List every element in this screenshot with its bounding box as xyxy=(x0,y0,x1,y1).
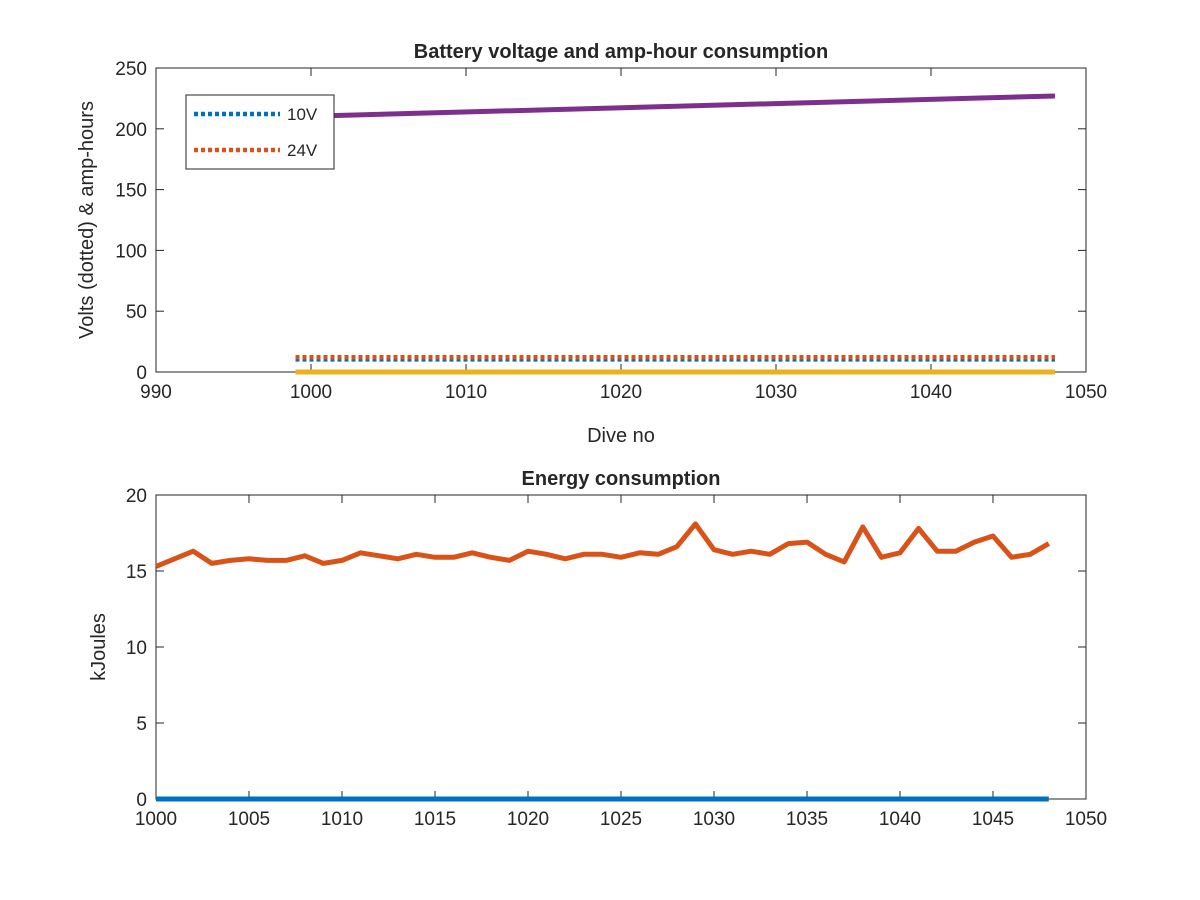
battery-voltage-chart: 990 1000 1010 1020 1030 1040 1050 0 50 100 150 200 2… xyxy=(76,41,1107,447)
x-tick-label: 1050 xyxy=(1065,809,1107,830)
y-tick-label: 5 xyxy=(136,714,147,735)
legend: 10V 24V xyxy=(185,94,335,170)
x-tick-label: 1045 xyxy=(972,809,1014,830)
series-line-3 xyxy=(295,93,1056,120)
y-tick-label: 15 xyxy=(126,562,147,583)
x-tick-label: 1020 xyxy=(507,809,549,830)
y-axis-label: Volts (dotted) & amp-hours xyxy=(76,101,98,339)
energy-consumption-chart: 1000 1005 1010 1015 1020 1025 1030 1035 1040 1045… xyxy=(88,468,1107,830)
x-tick-label: 1050 xyxy=(1065,382,1107,403)
legend-box xyxy=(185,94,335,170)
x-tick-label: 1025 xyxy=(600,809,642,830)
x-tick-label: 990 xyxy=(140,382,172,403)
x-tick-label: 1010 xyxy=(321,809,363,830)
x-tick-label: 1030 xyxy=(693,809,735,830)
y-tick-label: 0 xyxy=(136,363,147,384)
y-tick-label: 20 xyxy=(126,486,147,507)
x-tick-label: 1035 xyxy=(786,809,828,830)
y-tick-label: 100 xyxy=(115,241,147,262)
legend-label-10v: 10V xyxy=(287,105,318,124)
y-tick-label: 0 xyxy=(136,790,147,811)
series-line-1 xyxy=(155,521,1051,569)
x-tick-label: 1020 xyxy=(600,382,642,403)
x-tick-label: 1040 xyxy=(879,809,921,830)
y-tick-label: 150 xyxy=(115,181,147,202)
chart-title: Battery voltage and amp-hour consumption xyxy=(414,41,828,63)
x-tick-label: 1000 xyxy=(290,382,332,403)
x-tick-label: 1015 xyxy=(414,809,456,830)
x-tick-label: 1030 xyxy=(755,382,797,403)
y-tick-label: 10 xyxy=(126,638,147,659)
x-tick-label: 1000 xyxy=(135,809,177,830)
x-axis-label: Dive no xyxy=(587,425,655,447)
x-tick-label: 1040 xyxy=(910,382,952,403)
chart-title: Energy consumption xyxy=(522,468,721,490)
y-tick-label: 50 xyxy=(126,302,147,323)
axes-box xyxy=(155,494,1087,800)
x-tick-label: 1010 xyxy=(445,382,487,403)
y-tick-label: 250 xyxy=(115,59,147,80)
y-tick-label: 200 xyxy=(115,120,147,141)
y-axis-label: kJoules xyxy=(88,613,110,681)
legend-label-24v: 24V xyxy=(287,141,318,160)
x-tick-label: 1005 xyxy=(228,809,270,830)
